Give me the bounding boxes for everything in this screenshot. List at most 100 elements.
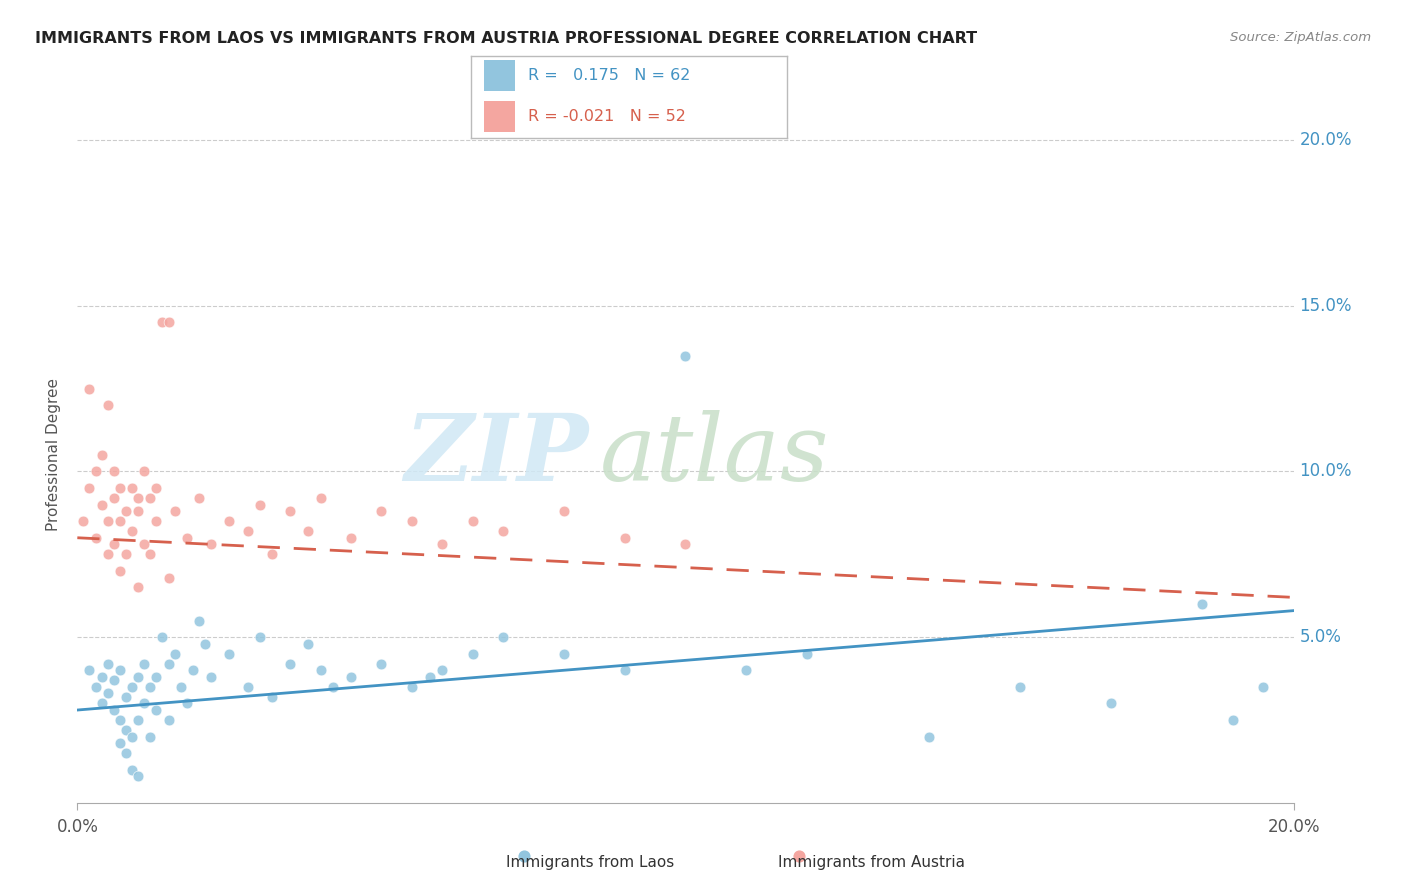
Point [127, 769, 149, 783]
Point [200, 537, 222, 551]
Point [236, 680, 259, 694]
Point [370, 657, 392, 671]
Point [419, 670, 441, 684]
Text: R = -0.021   N = 52: R = -0.021 N = 52 [529, 109, 686, 124]
Text: Immigrants from Austria: Immigrants from Austria [778, 855, 966, 870]
Point [103, 673, 125, 688]
Point [84, 680, 107, 694]
Point [157, 315, 180, 329]
Point [675, 349, 697, 363]
Text: 15.0%: 15.0% [1299, 297, 1353, 315]
Point [108, 736, 131, 750]
Point [461, 647, 484, 661]
Point [121, 763, 143, 777]
Point [309, 663, 332, 677]
Point [492, 524, 515, 538]
Text: atlas: atlas [600, 410, 830, 500]
Bar [484, 61, 516, 92]
Point [430, 663, 453, 677]
Point [1008, 680, 1031, 694]
Point [79, 663, 101, 677]
Point [218, 514, 240, 528]
Point [115, 547, 138, 561]
Point [1251, 680, 1274, 694]
Point [157, 570, 180, 584]
Point [97, 398, 120, 412]
Point [796, 647, 818, 661]
Point [127, 504, 149, 518]
Point [340, 531, 363, 545]
Point [553, 647, 575, 661]
Point [134, 537, 156, 551]
Point [90, 498, 112, 512]
Point [1099, 697, 1122, 711]
Point [157, 713, 180, 727]
Point [97, 686, 120, 700]
Point [97, 514, 120, 528]
Point [97, 547, 120, 561]
Text: 5.0%: 5.0% [1299, 628, 1341, 646]
Point [139, 491, 162, 505]
Point [297, 637, 319, 651]
Point [139, 730, 162, 744]
Point [121, 680, 143, 694]
Point [121, 481, 143, 495]
Text: 10.0%: 10.0% [1299, 462, 1353, 481]
Point [84, 531, 107, 545]
Point [176, 697, 198, 711]
Point [430, 537, 453, 551]
Text: ZIP: ZIP [404, 410, 588, 500]
Point [188, 614, 211, 628]
Point [152, 630, 174, 644]
Point [145, 481, 167, 495]
Point [127, 581, 149, 595]
Point [115, 746, 138, 760]
Point [1222, 713, 1244, 727]
Point [157, 657, 180, 671]
Point [121, 524, 143, 538]
Text: 20.0%: 20.0% [1299, 131, 1353, 149]
Point [260, 690, 283, 704]
Text: R =   0.175   N = 62: R = 0.175 N = 62 [529, 69, 690, 83]
Point [553, 504, 575, 518]
Point [1191, 597, 1213, 611]
Point [79, 382, 101, 396]
Point [134, 697, 156, 711]
Point [84, 465, 107, 479]
Point [401, 514, 423, 528]
Point [127, 491, 149, 505]
Point [218, 647, 240, 661]
Bar [484, 101, 516, 132]
Point [121, 730, 143, 744]
Point [108, 713, 131, 727]
Point [145, 670, 167, 684]
Point [127, 713, 149, 727]
Point [322, 680, 344, 694]
Point [461, 514, 484, 528]
Point [735, 663, 758, 677]
Point [108, 663, 131, 677]
Point [200, 670, 222, 684]
Point [145, 514, 167, 528]
Point [90, 448, 112, 462]
Point [297, 524, 319, 538]
Point [401, 680, 423, 694]
Point [513, 849, 536, 863]
Point [139, 547, 162, 561]
Text: Source: ZipAtlas.com: Source: ZipAtlas.com [1230, 31, 1371, 45]
Point [194, 637, 217, 651]
Text: IMMIGRANTS FROM LAOS VS IMMIGRANTS FROM AUSTRIA PROFESSIONAL DEGREE CORRELATION : IMMIGRANTS FROM LAOS VS IMMIGRANTS FROM … [35, 31, 977, 46]
Point [134, 657, 156, 671]
Point [72, 514, 94, 528]
Point [278, 657, 301, 671]
Point [127, 670, 149, 684]
Point [260, 547, 283, 561]
Point [103, 491, 125, 505]
Point [236, 524, 259, 538]
Point [103, 537, 125, 551]
Point [249, 498, 271, 512]
Point [152, 315, 174, 329]
Point [613, 663, 636, 677]
Point [108, 514, 131, 528]
Point [163, 647, 186, 661]
